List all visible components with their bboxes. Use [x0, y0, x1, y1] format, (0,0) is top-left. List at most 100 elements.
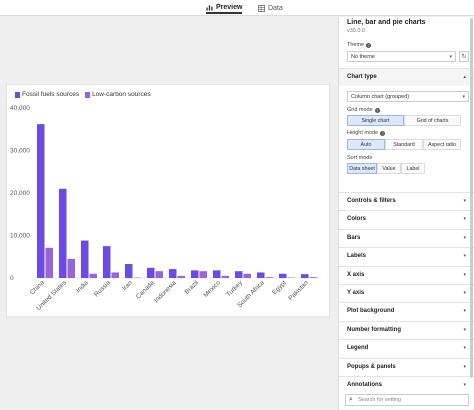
section-plot-background[interactable]: Plot background ▾ — [339, 302, 474, 320]
preview-area: Fossil fuels sources Low-carbon sources … — [0, 17, 338, 410]
settings-panel: Line, bar and pie charts v39.0.0 Theme ?… — [338, 17, 474, 410]
grid-mode-grid[interactable]: Grid of charts — [404, 115, 461, 126]
chart-type-select[interactable]: Column chart (grouped) ▾ — [347, 91, 469, 102]
theme-select-value: No theme — [351, 54, 375, 60]
info-icon[interactable]: ? — [366, 42, 372, 48]
grid-mode-single[interactable]: Single chart — [347, 115, 404, 126]
section-controls-filters[interactable]: Controls & filters ▾ — [339, 192, 474, 210]
section-number-formatting[interactable]: Number formatting ▾ — [339, 320, 474, 339]
section-colors[interactable]: Colors ▾ — [339, 210, 474, 228]
chevron-down-icon: ▾ — [463, 345, 466, 352]
refresh-icon: ↻ — [461, 54, 467, 60]
theme-label-text: Theme — [347, 42, 365, 48]
bar-lowcarbon — [155, 271, 163, 278]
info-icon[interactable]: ? — [380, 130, 386, 136]
bar-lowcarbon — [243, 273, 251, 278]
chevron-down-icon: ▾ — [463, 271, 466, 278]
height-mode-auto[interactable]: Auto — [347, 139, 385, 150]
bar-fossil — [191, 270, 199, 278]
section-annotations[interactable]: Annotations ▾ — [339, 376, 474, 394]
search-placeholder: Search for setting — [358, 397, 402, 403]
panel-header: Line, bar and pie charts v39.0.0 — [347, 19, 426, 34]
top-tab-bar: Preview Data — [0, 0, 474, 16]
sort-mode-value[interactable]: Value — [377, 163, 401, 174]
info-icon[interactable]: ? — [374, 107, 380, 113]
chevron-down-icon: ▾ — [463, 290, 466, 296]
section-label: Popups & panels — [347, 363, 396, 370]
legend-swatch-fossil — [15, 91, 20, 98]
section-label: X axis — [347, 271, 365, 278]
chevron-down-icon: ▾ — [462, 94, 465, 100]
height-mode-toggle: Auto Standard Aspect ratio — [347, 139, 461, 150]
chevron-down-icon: ▾ — [463, 198, 466, 204]
setting-search-input[interactable]: ⌕ Search for setting — [345, 394, 469, 406]
height-mode-standard[interactable]: Standard — [385, 139, 423, 150]
y-tick-label: 0 — [10, 275, 14, 282]
x-tick-label: Turkey — [225, 279, 244, 298]
grid-mode-toggle: Single chart Grid of charts — [347, 115, 461, 126]
section-labels[interactable]: Labels ▾ — [339, 247, 474, 265]
y-tick-label: 10,000 — [10, 233, 30, 240]
sort-mode-toggle: Data sheet Value Label — [347, 163, 425, 174]
x-tick-label: Mexico — [202, 279, 222, 299]
section-label: Controls & filters — [347, 198, 396, 204]
section-chart-type-label: Chart type — [347, 74, 377, 80]
bar-fossil — [169, 269, 177, 278]
chevron-down-icon: ▾ — [463, 363, 466, 370]
section-label: Y axis — [347, 290, 365, 296]
tab-preview[interactable]: Preview — [206, 2, 243, 14]
section-label: Legend — [347, 345, 369, 352]
bar-lowcarbon — [67, 258, 75, 278]
refresh-theme-button[interactable]: ↻ — [459, 51, 469, 62]
bar-fossil — [125, 263, 133, 278]
table-icon — [258, 4, 265, 12]
y-tick-label: 20,000 — [10, 190, 30, 197]
bar-fossil — [235, 271, 243, 278]
legend-item-lowcarbon: Low-carbon sources — [85, 91, 151, 98]
section-label: Annotations — [347, 382, 382, 388]
chevron-down-icon: ▾ — [463, 308, 466, 315]
panel-title: Line, bar and pie charts — [347, 19, 426, 26]
legend-label-fossil: Fossil fuels sources — [22, 91, 80, 98]
chart-legend: Fossil fuels sources Low-carbon sources — [15, 91, 151, 98]
chevron-down-icon: ▾ — [463, 253, 466, 260]
height-mode-aspect[interactable]: Aspect ratio — [423, 139, 461, 150]
section-label: Number formatting — [347, 326, 401, 333]
section-x-axis[interactable]: X axis ▾ — [339, 265, 474, 284]
x-tick-label: Russia — [93, 279, 112, 298]
x-tick-label: Iran — [121, 279, 134, 292]
bar-lowcarbon — [89, 273, 97, 278]
x-tick-label: Canada — [135, 279, 156, 300]
section-popups-panels[interactable]: Popups & panels ▾ — [339, 357, 474, 376]
bar-lowcarbon — [199, 271, 207, 278]
section-bars[interactable]: Bars ▾ — [339, 228, 474, 247]
x-tick-label: Pakistan — [287, 279, 310, 302]
section-y-axis[interactable]: Y axis ▾ — [339, 284, 474, 302]
tab-data[interactable]: Data — [258, 2, 283, 14]
theme-select[interactable]: No theme ▾ — [347, 51, 456, 62]
sort-mode-label-option[interactable]: Label — [401, 163, 425, 174]
section-legend[interactable]: Legend ▾ — [339, 339, 474, 357]
sort-mode-data-sheet[interactable]: Data sheet — [347, 163, 377, 174]
bar-lowcarbon — [265, 277, 273, 278]
y-tick-label: 30,000 — [10, 148, 30, 155]
bar-lowcarbon — [177, 275, 185, 278]
section-chart-type[interactable]: Chart type ▴ — [339, 68, 474, 86]
height-mode-label: Height mode ? — [347, 130, 386, 136]
x-tick-label: Indonesia — [153, 279, 178, 304]
chevron-down-icon: ▾ — [449, 54, 452, 60]
bar-fossil — [257, 272, 265, 278]
bar-fossil — [59, 188, 67, 278]
grid-mode-label: Grid mode ? — [347, 107, 380, 113]
chevron-down-icon: ▾ — [463, 234, 466, 241]
chart-icon — [206, 4, 213, 11]
sort-mode-label-text: Sort mode — [347, 155, 373, 161]
chart-type-select-value: Column chart (grouped) — [351, 94, 410, 100]
bar-fossil — [81, 240, 89, 278]
panel-scrollbar[interactable] — [470, 18, 473, 378]
sort-mode-label: Sort mode — [347, 155, 372, 161]
chevron-up-icon: ▴ — [463, 74, 466, 80]
tab-data-label: Data — [268, 4, 283, 12]
theme-label: Theme ? — [347, 42, 372, 48]
height-mode-label-text: Height mode — [347, 130, 379, 136]
